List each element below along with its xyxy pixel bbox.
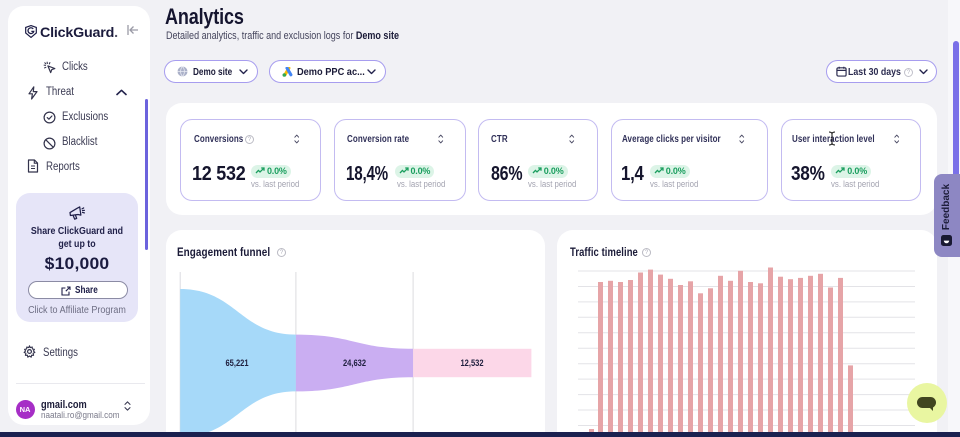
svg-text:12,532: 12,532 — [461, 358, 484, 369]
svg-text:24,632: 24,632 — [343, 358, 366, 369]
svg-text:65,221: 65,221 — [226, 358, 250, 369]
